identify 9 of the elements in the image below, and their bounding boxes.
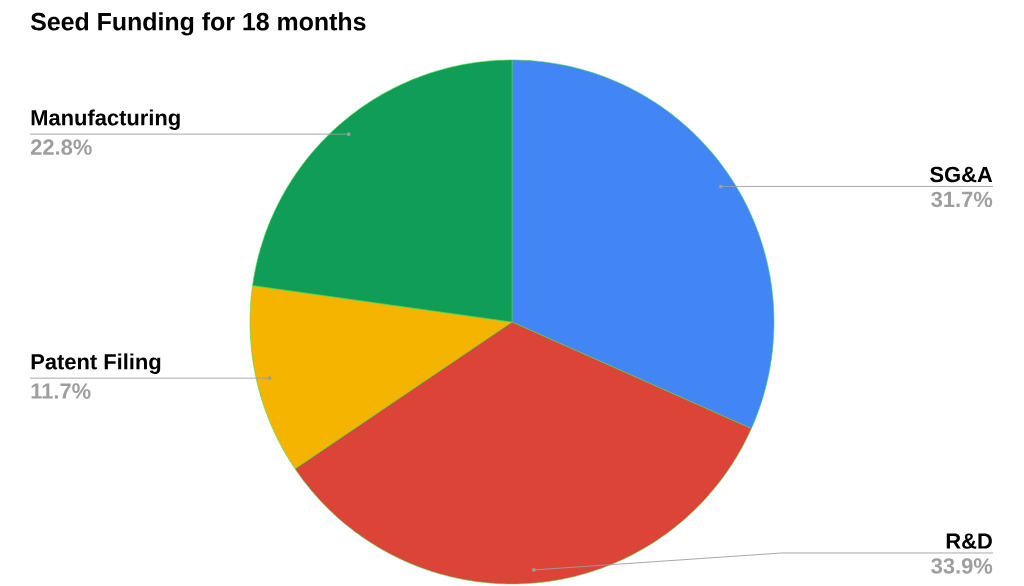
data-label: 33.9% (931, 558, 993, 574)
slice-label: Patent Filing (31, 353, 161, 374)
slice-label: SG&A (930, 166, 993, 183)
chart-title: Seed Funding for 18 months (30, 12, 366, 36)
data-label: 22.8% (30, 139, 92, 155)
slice-label: R&D (946, 533, 992, 549)
data-label: 11.7% (31, 383, 91, 399)
slice-label: Manufacturing (31, 109, 180, 130)
data-label: 31.7% (931, 191, 993, 208)
